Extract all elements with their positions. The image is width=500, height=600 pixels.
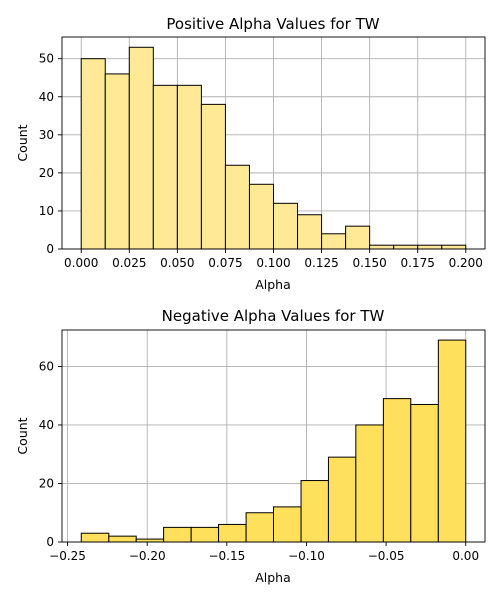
- y-tick-label: 30: [39, 128, 54, 142]
- histogram-bar: [321, 233, 347, 250]
- y-axis-label: Count: [15, 417, 30, 454]
- histogram-bar: [224, 164, 250, 250]
- histogram-bar: [382, 398, 412, 543]
- histogram-bar: [152, 84, 178, 250]
- positive-alpha-histogram: Positive Alpha Values for TW 0.000 0.025 0…: [15, 15, 486, 292]
- y-axis-label: Count: [15, 124, 30, 161]
- y-tick-label: 20: [39, 476, 54, 490]
- histogram-bar: [327, 456, 357, 543]
- x-tick-label: 0.050: [160, 256, 194, 270]
- y-tick-label: 40: [39, 418, 54, 432]
- y-tick-label: 40: [39, 90, 54, 104]
- histogram-bar: [410, 403, 439, 543]
- y-tick-label: 20: [39, 166, 54, 180]
- x-tick-label: −0.20: [129, 549, 166, 563]
- histogram-bar: [176, 84, 202, 250]
- histogram-bar: [163, 526, 192, 543]
- histogram-bar: [369, 244, 395, 250]
- histogram-bar: [108, 535, 137, 543]
- chart-title: Negative Alpha Values for TW: [162, 307, 385, 325]
- x-tick-label: −0.05: [368, 549, 405, 563]
- x-tick-label: 0.025: [112, 256, 146, 270]
- y-tick-label: 0: [46, 242, 54, 256]
- x-tick-label: 0.175: [401, 256, 435, 270]
- x-tick-label: 0.075: [208, 256, 242, 270]
- y-tick-label: 60: [39, 359, 54, 373]
- x-tick-label: −0.10: [288, 549, 325, 563]
- histogram-bar: [417, 244, 443, 250]
- x-tick-label: 0.000: [64, 256, 98, 270]
- x-tick-label: 0.00: [452, 549, 479, 563]
- histogram-bar: [248, 183, 275, 250]
- histogram-bar: [190, 526, 220, 543]
- histogram-bar: [128, 46, 154, 250]
- histogram-bar: [80, 58, 106, 250]
- y-tick-label: 0: [46, 535, 54, 549]
- histogram-bar: [273, 506, 302, 543]
- histogram-bar: [273, 202, 299, 250]
- x-axis-label: Alpha: [255, 277, 291, 292]
- histogram-bar: [80, 532, 110, 543]
- histogram-bar: [437, 339, 467, 543]
- chart-title: Positive Alpha Values for TW: [166, 15, 379, 33]
- histogram-bar: [345, 225, 371, 250]
- y-tick-label: 10: [39, 204, 54, 218]
- x-tick-label: −0.15: [208, 549, 245, 563]
- histogram-bar: [218, 523, 247, 543]
- histogram-bar: [200, 103, 226, 250]
- y-tick-label: 50: [39, 52, 54, 66]
- negative-alpha-histogram: Negative Alpha Values for TW −0.25 −0.20 −…: [15, 307, 486, 585]
- histogram-bar: [104, 73, 130, 250]
- x-axis-label: Alpha: [255, 570, 291, 585]
- x-tick-label: 0.200: [449, 256, 483, 270]
- histogram-bar: [355, 424, 384, 543]
- x-tick-label: 0.100: [256, 256, 290, 270]
- histogram-bar: [393, 244, 419, 250]
- x-tick-label: 0.125: [304, 256, 338, 270]
- x-tick-label: 0.150: [352, 256, 386, 270]
- histogram-bar: [245, 512, 275, 543]
- histogram-bar: [441, 244, 467, 250]
- histogram-bar: [297, 214, 323, 250]
- histogram-bar: [300, 480, 329, 543]
- x-tick-label: −0.25: [49, 549, 86, 563]
- plot-frame: [61, 329, 486, 543]
